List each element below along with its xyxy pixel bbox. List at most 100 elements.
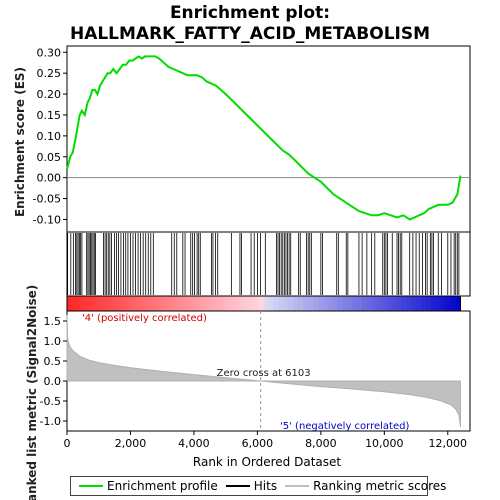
es-y-tick-label: 0.30 [37, 46, 62, 59]
color-bar-segment [81, 296, 88, 311]
color-bar-segment [180, 296, 186, 311]
rank-y-ticks: 1.5 1.0 0.5 0.0 -0.5 -1.0 [40, 315, 67, 428]
color-bar-segment [381, 296, 388, 311]
es-panel-frame [66, 45, 471, 233]
color-bar-segment [371, 296, 378, 311]
color-bar-segment [367, 296, 373, 311]
es-profile-path [66, 55, 462, 221]
x-tick-label: 12,000 [429, 437, 468, 450]
color-bar-segment [150, 296, 157, 311]
color-bar-segment [406, 296, 412, 311]
color-bar-segment [121, 296, 127, 311]
color-bar-segment [234, 296, 240, 311]
hits-panel-frame [66, 231, 471, 297]
color-bar-segment [214, 296, 220, 311]
color-bar-segment [411, 296, 417, 311]
color-bar-segment [337, 296, 343, 311]
color-bar-segment [396, 296, 402, 311]
color-bar-segment [357, 296, 363, 311]
color-bar-segment [362, 296, 368, 311]
legend-ranking: Ranking metric scores [285, 479, 446, 493]
x-tick-label: 8,000 [305, 437, 337, 450]
color-bar-segment [130, 296, 137, 311]
color-bar-segment [450, 296, 457, 311]
color-bar-segment [96, 296, 102, 311]
rank-y-tick-label: 0.0 [44, 375, 62, 388]
es-y-tick-label: 0.10 [37, 130, 62, 143]
es-y-tick-label: 0.20 [37, 88, 62, 101]
x-axis-label: Rank in Ordered Dataset [193, 455, 341, 469]
color-bar-segment [288, 296, 294, 311]
color-bar-segment [155, 296, 161, 311]
es-y-tick-label: 0.05 [37, 151, 62, 164]
rank-y-tick-label: 0.5 [44, 355, 62, 368]
color-bar-segment [135, 296, 142, 311]
color-bar-segment [219, 296, 225, 311]
color-bar-segment [440, 296, 447, 311]
ranking-metric-area [66, 314, 461, 428]
legend-hits-label: Hits [253, 479, 278, 493]
color-bar-segment [101, 296, 107, 311]
color-bar-segment [248, 296, 255, 311]
color-bar-segment [317, 296, 324, 311]
color-bar-segment [106, 296, 112, 311]
color-bar-segment [91, 296, 98, 311]
color-bar-segment [268, 296, 275, 311]
color-bar-segment [253, 296, 260, 311]
legend: Enrichment profile Hits Ranking metric s… [70, 476, 446, 496]
ranking-metric-fill [66, 314, 461, 428]
color-bar-segment [298, 296, 304, 311]
color-bar-segment [239, 296, 245, 311]
legend-hits-swatch [225, 485, 250, 487]
rank-y-tick-label: -1.0 [40, 415, 61, 428]
color-bar-segment [273, 296, 279, 311]
x-tick-label: 0 [64, 437, 71, 450]
color-bar-segment [224, 296, 230, 311]
color-bar-segment [229, 296, 235, 311]
color-bar-segment [435, 296, 442, 311]
color-bar-segment [308, 296, 314, 311]
legend-hits: Hits [225, 479, 278, 493]
color-bar-segment [116, 296, 122, 311]
color-bar-segment [391, 296, 398, 311]
color-bar-segment [126, 296, 132, 311]
color-bar-segment [376, 296, 383, 311]
es-y-ticks: 0.30 0.25 0.20 0.15 0.10 0.05 0.00 -0.05 -0.10 [33, 46, 67, 226]
color-bar-segment [386, 296, 393, 311]
x-axis-ticks: 0 2,000 4,000 6,000 8,000 10,000 12,000 [64, 431, 468, 450]
color-bar-segment [194, 296, 201, 311]
legend-ranking-swatch [285, 485, 310, 487]
color-bar-segment [71, 296, 78, 311]
x-tick-label: 4,000 [178, 437, 210, 450]
es-profile-line [66, 55, 462, 221]
negative-correlation-label: '5' (negatively correlated) [280, 421, 409, 432]
color-bar-segment [165, 296, 171, 311]
color-bar-segment [445, 296, 452, 311]
color-bar-segment [303, 296, 309, 311]
es-y-axis-label: Enrichment score (ES) [13, 67, 27, 217]
es-y-tick-label: 0.00 [37, 172, 62, 185]
rank-color-bar [66, 295, 461, 312]
color-bar-segment [283, 296, 289, 311]
x-tick-label: 6,000 [242, 437, 274, 450]
color-bar-segment [140, 296, 147, 311]
chart-title-line1: Enrichment plot: [170, 3, 330, 23]
legend-enrichment-swatch [79, 485, 103, 487]
color-bar-segment [263, 296, 270, 311]
color-bar-segment [185, 296, 191, 311]
positive-correlation-label: '4' (positively correlated) [82, 313, 207, 324]
color-bar-segment [170, 296, 176, 311]
color-bar-segment [322, 296, 329, 311]
color-bar-segment [416, 296, 422, 311]
color-bar-segment [293, 296, 299, 311]
color-bar-segment [327, 296, 334, 311]
color-bar-segment [199, 296, 206, 311]
chart-title-line2: HALLMARK_FATTY_ACID_METABOLISM [70, 24, 430, 44]
color-bar-segment [175, 296, 181, 311]
es-y-tick-label: -0.05 [33, 193, 61, 206]
color-bar-segment [86, 296, 93, 311]
rank-y-tick-label: 1.0 [44, 335, 62, 348]
color-bar-segment [401, 296, 407, 311]
color-bar-segment [67, 296, 73, 311]
